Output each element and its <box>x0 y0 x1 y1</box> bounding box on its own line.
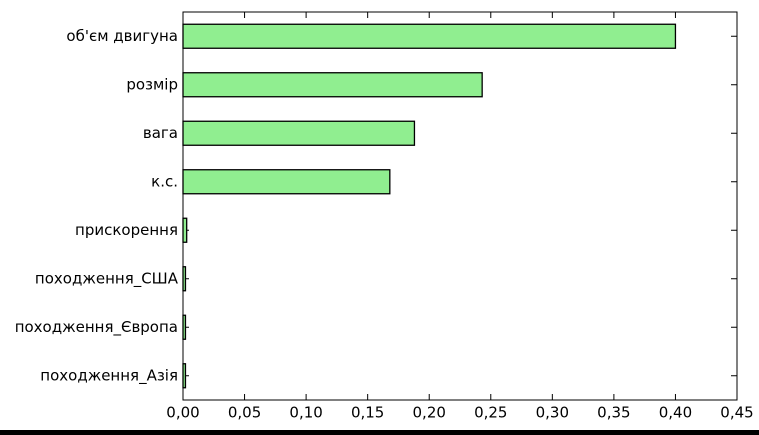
x-tick-label: 0,05 <box>228 404 261 422</box>
bar <box>182 72 483 98</box>
y-tick-label: вага <box>143 124 178 142</box>
x-tick-label: 0,40 <box>659 404 692 422</box>
bar <box>182 23 677 49</box>
x-tick-label: 0,45 <box>720 404 753 422</box>
y-tick-label: об'єм двигуна <box>66 27 178 45</box>
x-tick-label: 0,30 <box>536 404 569 422</box>
bar <box>182 169 391 195</box>
x-tick-label: 0,15 <box>351 404 384 422</box>
bar <box>182 120 416 146</box>
y-tick-label: розмір <box>126 75 178 93</box>
y-tick-label: к.с. <box>151 172 178 190</box>
y-tick-label: прискорення <box>75 221 178 239</box>
bar <box>182 314 187 340</box>
x-tick-label: 0,20 <box>413 404 446 422</box>
y-tick-label: походження_Європа <box>15 318 178 337</box>
x-tick-label: 0,00 <box>166 404 199 422</box>
bottom-strip <box>0 430 759 435</box>
plot-frame <box>182 11 738 401</box>
y-tick-label: походження_США <box>35 269 179 288</box>
x-tick-label: 0,25 <box>474 404 507 422</box>
x-tick-label: 0,10 <box>289 404 322 422</box>
bar <box>182 266 187 292</box>
bar <box>182 363 187 389</box>
y-tick-label: походження_Азія <box>40 366 178 385</box>
bar <box>182 217 188 243</box>
x-tick-label: 0,35 <box>597 404 630 422</box>
